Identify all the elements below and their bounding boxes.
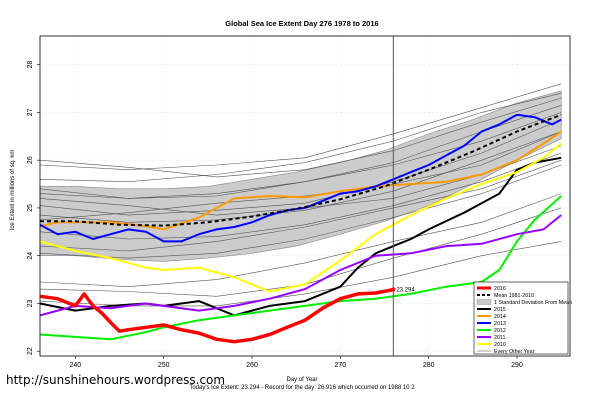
legend-label: 2016 [494,286,506,292]
series-line-2010 [39,142,562,293]
x-tick-label: 260 [246,362,258,369]
x-tick-label: 250 [158,362,170,369]
legend-label: 1 Standard Deviation From Mean [494,300,572,306]
watermark-url: http://sunshinehours.wordpress.com [6,373,226,387]
legend-label: Every Other Year [494,349,535,355]
y-tick-label: 27 [27,108,34,116]
y-tick-label: 26 [27,156,34,164]
legend-label: 2015 [494,307,506,313]
legend-label: 2014 [494,314,506,320]
legend-label: 2012 [494,328,506,334]
series-line-2014 [39,130,562,231]
legend-item-2010: 2010 [477,342,506,348]
legend-label: 2010 [494,342,506,348]
other-year-line [39,131,562,221]
other-year-line [39,159,562,252]
legend-label: Mean 1981-2010 [494,293,534,299]
series-line-2012 [39,195,562,341]
legend-label: 2011 [494,335,505,341]
other-year-line [39,152,562,240]
current-value-point [391,287,396,292]
legend-label: 2013 [494,321,506,327]
legend-item-2011: 2011 [477,335,505,341]
x-tick-label: 270 [334,362,346,369]
legend-item-2013: 2013 [477,321,506,327]
y-tick-label: 25 [27,204,34,212]
legend-item-2016: 2016 [477,286,506,292]
other-year-line [39,193,562,288]
legend-swatch [476,299,492,305]
other-year-line [39,83,562,171]
current-value-label: 23.294 [396,287,415,293]
other-year-line [39,119,562,216]
y-tick-label: 22 [27,347,34,355]
mean-line [40,113,562,227]
legend-item-2012: 2012 [477,328,506,334]
y-tick-label: 28 [27,61,34,69]
series-line-2016 [39,287,394,344]
legend-item-2014: 2014 [477,314,506,320]
y-tick-label: 23 [27,299,34,307]
x-axis-ticks: 240 250 260 270 280 290 [69,356,523,369]
y-axis-ticks: 22 23 24 25 26 27 28 [27,61,40,355]
other-year-line [39,93,562,183]
series-lines [39,113,562,344]
y-axis-label: Ice Extent in millions of sq. km [10,150,16,231]
legend-item-mean-1981-2010: Mean 1981-2010 [477,293,534,299]
x-tick-label: 290 [511,362,523,369]
legend-item-every-other-year: Every Other Year [477,349,535,355]
y-tick-label: 24 [27,252,34,260]
x-axis-label: Day of Year [286,377,317,383]
legend-item-1-standard-deviation-from-mean: 1 Standard Deviation From Mean [476,299,572,306]
other-year-line [39,97,562,178]
x-tick-label: 280 [423,362,435,369]
std-deviation-band [39,90,562,262]
legend-item-2015: 2015 [477,307,506,313]
other-year-line [39,131,562,223]
series-line-2011 [39,214,562,317]
chart-title: Global Sea Ice Extent Day 276 1978 to 20… [225,19,378,28]
footer-text: Today's Ice Extent: 23.294 - Record for … [189,385,415,391]
other-year-line [39,164,562,259]
plot-frame [39,35,571,357]
x-tick-label: 240 [69,362,81,369]
